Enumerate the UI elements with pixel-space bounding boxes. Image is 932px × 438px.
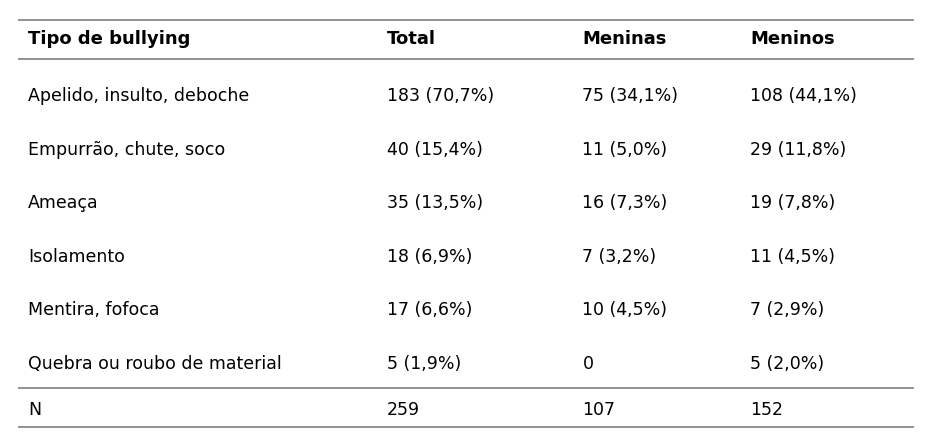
- Text: 16 (7,3%): 16 (7,3%): [582, 194, 667, 212]
- Text: Ameaça: Ameaça: [28, 194, 99, 212]
- Text: 5 (2,0%): 5 (2,0%): [750, 354, 825, 373]
- Text: 29 (11,8%): 29 (11,8%): [750, 141, 846, 159]
- Text: 18 (6,9%): 18 (6,9%): [387, 247, 473, 266]
- Text: 35 (13,5%): 35 (13,5%): [387, 194, 483, 212]
- Text: Total: Total: [387, 30, 436, 49]
- Text: 183 (70,7%): 183 (70,7%): [387, 87, 494, 106]
- Text: Isolamento: Isolamento: [28, 247, 125, 266]
- Text: 40 (15,4%): 40 (15,4%): [387, 141, 483, 159]
- Text: 152: 152: [750, 400, 783, 419]
- Text: Meninas: Meninas: [582, 30, 667, 49]
- Text: Apelido, insulto, deboche: Apelido, insulto, deboche: [28, 87, 249, 106]
- Text: 11 (4,5%): 11 (4,5%): [750, 247, 835, 266]
- Text: 5 (1,9%): 5 (1,9%): [387, 354, 461, 373]
- Text: 0: 0: [582, 354, 594, 373]
- Text: Meninos: Meninos: [750, 30, 835, 49]
- Text: Empurrão, chute, soco: Empurrão, chute, soco: [28, 141, 226, 159]
- Text: Mentira, fofoca: Mentira, fofoca: [28, 301, 159, 319]
- Text: 75 (34,1%): 75 (34,1%): [582, 87, 678, 106]
- Text: 108 (44,1%): 108 (44,1%): [750, 87, 857, 106]
- Text: Quebra ou roubo de material: Quebra ou roubo de material: [28, 354, 281, 373]
- Text: 259: 259: [387, 400, 420, 419]
- Text: 7 (3,2%): 7 (3,2%): [582, 247, 657, 266]
- Text: 17 (6,6%): 17 (6,6%): [387, 301, 473, 319]
- Text: Tipo de bullying: Tipo de bullying: [28, 30, 190, 49]
- Text: 10 (4,5%): 10 (4,5%): [582, 301, 667, 319]
- Text: 19 (7,8%): 19 (7,8%): [750, 194, 835, 212]
- Text: 7 (2,9%): 7 (2,9%): [750, 301, 825, 319]
- Text: 11 (5,0%): 11 (5,0%): [582, 141, 667, 159]
- Text: N: N: [28, 400, 41, 419]
- Text: 107: 107: [582, 400, 615, 419]
